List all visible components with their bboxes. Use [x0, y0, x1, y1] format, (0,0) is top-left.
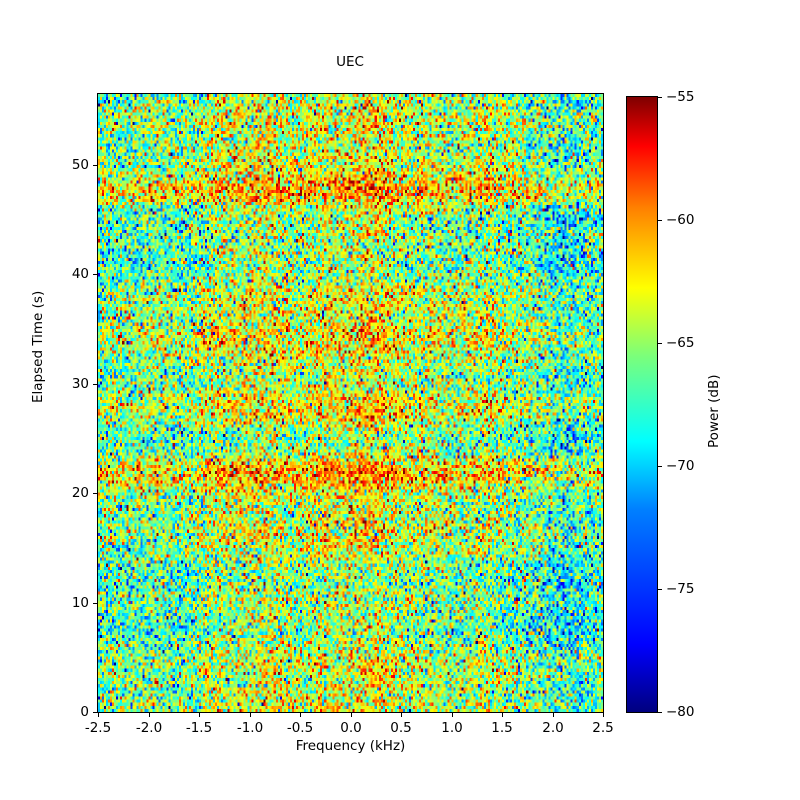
spectrogram-plot[interactable] [97, 93, 604, 713]
y-tick-mark [93, 165, 97, 166]
y-tick-label: 10 [71, 595, 89, 611]
x-tick-mark [401, 713, 402, 717]
y-tick-label: 50 [71, 157, 89, 173]
x-tick-label: 2.5 [592, 720, 614, 736]
y-tick-mark [93, 603, 97, 604]
x-tick-mark [98, 713, 99, 717]
x-tick-label: -2.0 [135, 720, 163, 736]
y-tick-mark [93, 384, 97, 385]
x-tick-label: -1.0 [236, 720, 264, 736]
x-tick-label: 2.0 [542, 720, 564, 736]
x-tick-label: 1.5 [491, 720, 513, 736]
x-tick-mark [149, 713, 150, 717]
spectrogram-image [98, 94, 603, 712]
y-tick-mark [93, 274, 97, 275]
colorbar-tick-mark [658, 712, 662, 713]
x-tick-mark [300, 713, 301, 717]
colorbar-tick-label: −60 [666, 212, 695, 228]
x-tick-mark [351, 713, 352, 717]
colorbar-tick-mark [658, 343, 662, 344]
x-tick-label: 0.5 [390, 720, 412, 736]
y-tick-mark [93, 712, 97, 713]
x-tick-mark [502, 713, 503, 717]
y-tick-label: 40 [71, 266, 89, 282]
colorbar-tick-label: −65 [666, 335, 695, 351]
title-line-station: UEC [336, 54, 364, 71]
colorbar-label: Power (dB) [706, 374, 722, 448]
colorbar-tick-label: −80 [666, 704, 695, 720]
colorbar-tick-mark [658, 97, 662, 98]
colorbar-gradient [627, 97, 657, 712]
colorbar [626, 96, 658, 713]
colorbar-tick-label: −70 [666, 458, 695, 474]
x-tick-label: -2.5 [84, 720, 112, 736]
x-tick-label: -0.5 [286, 720, 314, 736]
x-tick-mark [603, 713, 604, 717]
colorbar-tick-label: −75 [666, 581, 695, 597]
x-tick-label: -1.5 [185, 720, 213, 736]
y-tick-label: 20 [71, 485, 89, 501]
x-tick-label: 1.0 [441, 720, 463, 736]
x-tick-mark [199, 713, 200, 717]
x-axis-label: Frequency (kHz) [295, 738, 406, 754]
x-tick-mark [553, 713, 554, 717]
y-axis-label: Elapsed Time (s) [30, 290, 46, 403]
x-tick-mark [452, 713, 453, 717]
x-tick-label: 0.0 [340, 720, 362, 736]
colorbar-tick-mark [658, 466, 662, 467]
x-tick-mark [250, 713, 251, 717]
y-tick-label: 30 [71, 376, 89, 392]
colorbar-tick-mark [658, 589, 662, 590]
colorbar-tick-label: −55 [666, 89, 695, 105]
colorbar-tick-mark [658, 220, 662, 221]
y-tick-mark [93, 493, 97, 494]
y-tick-label: 0 [80, 704, 89, 720]
